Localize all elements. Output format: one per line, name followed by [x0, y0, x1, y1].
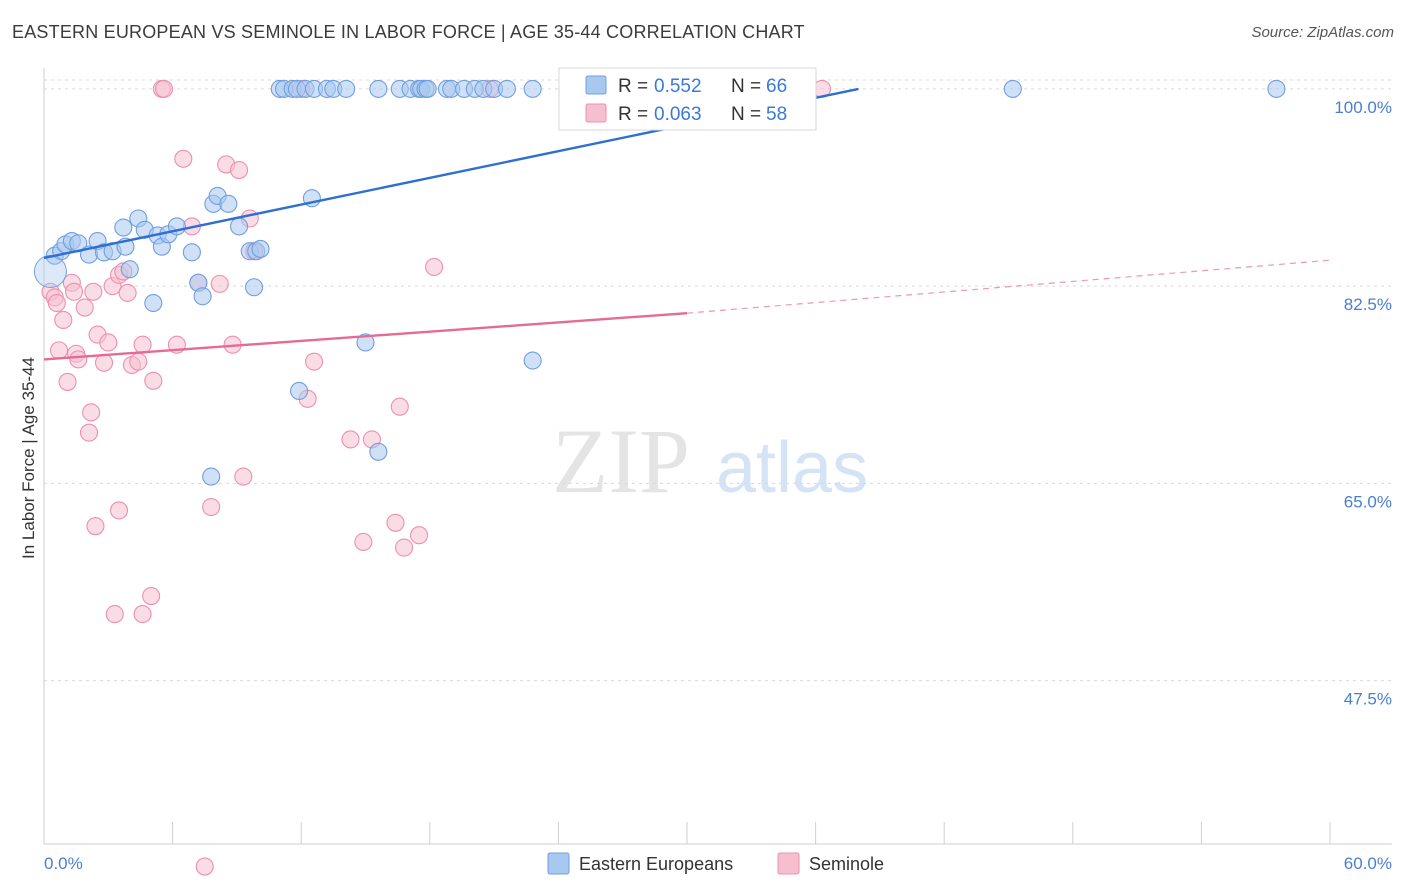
seminole-point [154, 79, 174, 98]
legend-swatch-eastern-europeans [585, 75, 607, 95]
x-tick-label-end: 60.0% [1344, 854, 1392, 873]
seminole-point [386, 513, 405, 532]
seminole-point [390, 397, 409, 416]
legend-n-label-1: N = [731, 76, 761, 97]
seminole-point [341, 430, 360, 449]
seminole-point [49, 341, 69, 360]
seminole-point [64, 282, 84, 301]
tick-labels: 47.5% 65.0% 82.5% 100.0% [1334, 98, 1392, 709]
seminole-point [109, 501, 129, 520]
eastern-europeans-point [356, 333, 375, 352]
seminole-point [94, 353, 114, 372]
legend-n-value-2: 58 [766, 104, 787, 125]
legend-r-label-2: R = [618, 104, 648, 125]
seminole-point [305, 352, 324, 371]
seminole-point [58, 372, 77, 391]
bottom-legend-eastern-europeans: Eastern Europeans [579, 854, 733, 874]
bottom-legend-swatch-seminole [777, 852, 800, 875]
seminole-point [234, 467, 253, 486]
eastern-europeans-point [369, 442, 388, 461]
legend-r-value-2: 0.063 [654, 104, 702, 125]
seminole-point [395, 538, 414, 557]
eastern-europeans-point [523, 351, 542, 370]
seminole-trend-line [43, 311, 688, 361]
seminole-point [410, 526, 429, 545]
seminole-point [142, 587, 161, 606]
y-tick-label: 65.0% [1344, 492, 1392, 511]
seminole-point [133, 605, 152, 624]
seminole-point [118, 283, 137, 302]
eastern-europeans-point [251, 239, 270, 258]
seminole-point [202, 497, 221, 517]
y-tick-label: 47.5% [1344, 690, 1392, 709]
eastern-europeans-point [1003, 79, 1022, 98]
bottom-legend-swatch-eastern-europeans [547, 852, 570, 875]
data-points [33, 79, 1286, 876]
eastern-europeans-point [244, 278, 264, 297]
watermark-zip: ZIP [552, 410, 690, 512]
eastern-europeans-point [219, 194, 238, 213]
y-tick-label: 82.5% [1344, 295, 1392, 314]
eastern-europeans-point [202, 467, 221, 486]
seminole-point [75, 298, 94, 317]
seminole-point [129, 352, 148, 371]
seminole-point [144, 371, 163, 390]
eastern-europeans-point [369, 79, 388, 98]
eastern-europeans-cluster-point [33, 254, 67, 288]
seminole-point [229, 160, 249, 180]
eastern-europeans-point [418, 79, 437, 98]
eastern-europeans-point [182, 243, 201, 262]
y-axis-label: In Labor Force | Age 35-44 [19, 357, 38, 559]
legend-r-value-1: 0.552 [654, 76, 702, 97]
seminole-point [47, 293, 66, 313]
seminole-point [79, 423, 99, 442]
axes [43, 68, 1392, 845]
eastern-europeans-point [193, 287, 212, 306]
chart-title: EASTERN EUROPEAN VS SEMINOLE IN LABOR FO… [12, 22, 805, 42]
source-label: Source: ZipAtlas.com [1251, 24, 1394, 41]
eastern-europeans-point [114, 218, 133, 237]
x-tick-label-start: 0.0% [44, 854, 83, 873]
seminole-point [69, 350, 88, 369]
eastern-europeans-point [523, 79, 542, 98]
seminole-point [99, 333, 118, 352]
y-tick-label: 100.0% [1334, 98, 1392, 117]
seminole-point [86, 517, 105, 536]
legend-r-label-1: R = [618, 76, 648, 97]
seminole-point [195, 857, 214, 876]
correlation-legend: R = 0.552 N = 66 R = 0.063 N = 58 [558, 67, 817, 131]
bottom-legend-seminole: Seminole [809, 854, 884, 874]
eastern-europeans-point [497, 79, 517, 98]
seminole-point [105, 605, 124, 624]
legend-n-value-1: 66 [766, 76, 787, 97]
eastern-europeans-point [144, 293, 163, 313]
eastern-europeans-point [290, 381, 309, 400]
eastern-europeans-point [337, 79, 356, 98]
eastern-europeans-point [1267, 79, 1286, 98]
seminole-point [425, 257, 444, 277]
seminole-point [354, 532, 373, 552]
legend-n-label-2: N = [731, 104, 761, 125]
watermark-atlas: atlas [716, 428, 868, 508]
legend-swatch-seminole [585, 103, 607, 123]
seminole-point [54, 310, 73, 329]
series-legend: Eastern Europeans Seminole [547, 852, 884, 875]
eastern-europeans-point [229, 217, 249, 236]
seminole-point [82, 403, 101, 422]
seminole-point [210, 274, 229, 293]
seminole-trend-extension [686, 259, 1331, 314]
eastern-europeans-point [120, 260, 139, 279]
seminole-point [174, 149, 193, 168]
seminole-point [84, 282, 103, 301]
